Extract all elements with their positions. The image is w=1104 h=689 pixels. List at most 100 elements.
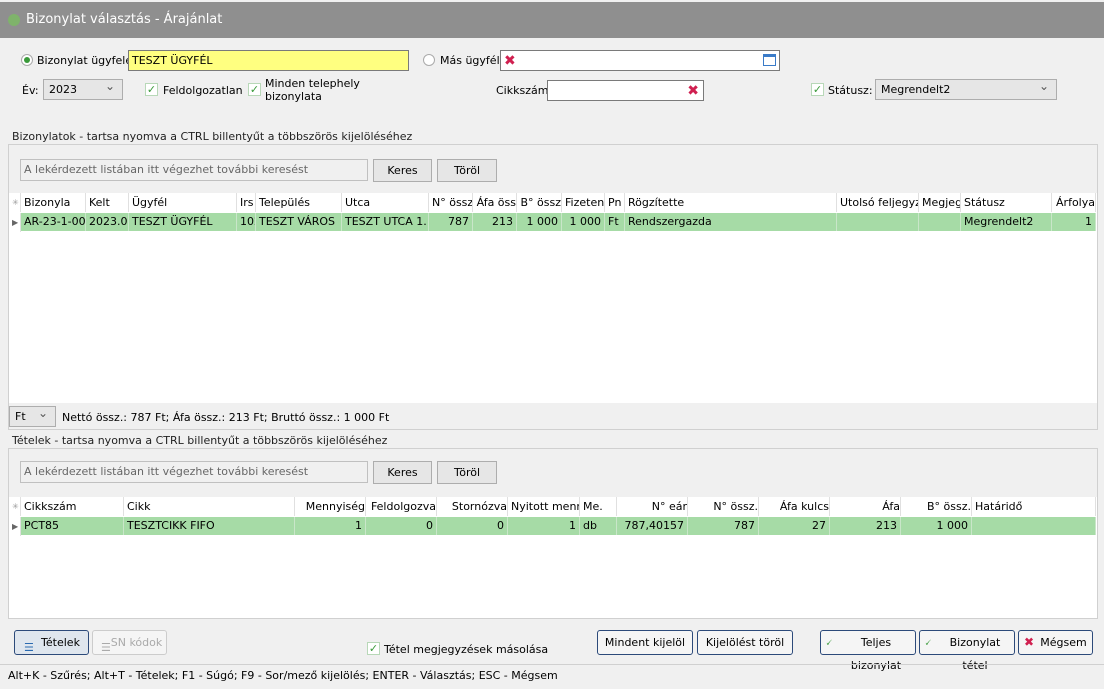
column-header[interactable]: Utca: [342, 193, 429, 212]
column-header[interactable]: Település: [256, 193, 342, 212]
table-cell[interactable]: 2023.06: [86, 213, 129, 231]
copy-notes-checkbox[interactable]: ✓: [367, 642, 380, 655]
table-cell[interactable]: 1: [508, 517, 580, 535]
all-sites-label-line1: Minden telephely: [265, 77, 360, 90]
column-header[interactable]: Státusz: [961, 193, 1052, 212]
column-header[interactable]: Mennyiség: [295, 497, 366, 516]
table-cell[interactable]: 213: [830, 517, 901, 535]
table-cell[interactable]: 1: [295, 517, 366, 535]
table-cell[interactable]: 27: [759, 517, 830, 535]
column-header[interactable]: Ügyfél: [129, 193, 237, 212]
table-cell[interactable]: [919, 213, 961, 231]
title-bar: Bizonylat választás - Árajánlat: [0, 2, 1104, 38]
items-button[interactable]: ☰ Tételek: [14, 630, 89, 655]
column-header[interactable]: Me.: [580, 497, 617, 516]
column-header[interactable]: B° össz: [517, 193, 562, 212]
table-cell[interactable]: PCT85: [21, 517, 124, 535]
clear-icon[interactable]: ✖: [504, 53, 516, 69]
item-no-field[interactable]: ✖: [547, 80, 704, 101]
unprocessed-checkbox[interactable]: ✓: [145, 83, 158, 96]
table-cell[interactable]: TESZT ÜGYFÉL: [129, 213, 237, 231]
table-cell[interactable]: TESZT UTCA 1.: [342, 213, 429, 231]
column-header[interactable]: N° eár: [617, 497, 688, 516]
items-clear-button[interactable]: Töröl: [437, 461, 497, 484]
column-header[interactable]: Megjeg: [919, 193, 961, 212]
window-title: Bizonylat választás - Árajánlat: [26, 12, 223, 27]
row-indicator-icon: ▶: [9, 517, 21, 536]
column-chooser-icon[interactable]: ✳: [9, 497, 21, 516]
clear-selection-button[interactable]: Kijelölést töröl: [697, 630, 793, 655]
column-header[interactable]: Rögzítette: [625, 193, 837, 212]
column-header[interactable]: Cikkszám: [21, 497, 124, 516]
table-cell[interactable]: 0: [437, 517, 508, 535]
table-cell[interactable]: 0: [366, 517, 437, 535]
column-header[interactable]: Áfa öss: [473, 193, 517, 212]
clear-icon[interactable]: ✖: [687, 83, 699, 99]
year-select[interactable]: 2023: [43, 77, 123, 100]
column-header[interactable]: Pn: [605, 193, 625, 212]
items-search-button[interactable]: Keres: [373, 461, 432, 484]
table-cell[interactable]: [837, 213, 919, 231]
items-search-input[interactable]: A lekérdezett listában itt végezhet tová…: [20, 461, 368, 483]
column-header[interactable]: Nyitott menn: [508, 497, 580, 516]
table-cell[interactable]: Ft: [605, 213, 625, 231]
table-cell[interactable]: 1: [1052, 213, 1096, 231]
document-item-button[interactable]: 🗸 Bizonylat tétel: [919, 630, 1015, 672]
column-header[interactable]: Cikk: [124, 497, 295, 516]
column-header[interactable]: Bizonyla: [21, 193, 86, 212]
status-checkbox[interactable]: ✓: [811, 83, 824, 96]
documents-search-input[interactable]: A lekérdezett listában itt végezhet tová…: [20, 159, 368, 181]
sn-codes-button[interactable]: ☰ SN kódok: [92, 630, 167, 655]
documents-clear-button[interactable]: Töröl: [437, 159, 497, 182]
column-header[interactable]: Kelt: [86, 193, 129, 212]
calendar-icon[interactable]: [763, 54, 776, 66]
table-cell[interactable]: 1 000: [562, 213, 605, 231]
currency-select[interactable]: Ft: [9, 404, 56, 427]
table-cell[interactable]: TESZTCIKK FIFO: [124, 517, 295, 535]
status-select[interactable]: Megrendelt2: [875, 77, 1057, 100]
table-cell[interactable]: TESZT VÁROS: [256, 213, 342, 231]
column-header[interactable]: Fizeten: [562, 193, 605, 212]
table-cell[interactable]: db: [580, 517, 617, 535]
documents-search-button[interactable]: Keres: [373, 159, 432, 182]
column-header[interactable]: Utolsó feljegyzé: [837, 193, 919, 212]
items-button-label: Tételek: [41, 636, 80, 649]
unprocessed-label: Feldolgozatlan: [163, 84, 243, 97]
table-cell[interactable]: 213: [473, 213, 517, 231]
column-header[interactable]: Feldolgozva: [366, 497, 437, 516]
full-document-label: Teljes bizonylat: [850, 636, 902, 672]
table-cell[interactable]: 787: [688, 517, 759, 535]
table-cell[interactable]: 787: [429, 213, 473, 231]
other-customer-radio[interactable]: [423, 54, 435, 66]
table-cell[interactable]: Megrendelt2: [961, 213, 1052, 231]
customer-radio[interactable]: [21, 54, 33, 66]
all-sites-checkbox[interactable]: ✓: [248, 83, 261, 96]
column-header[interactable]: N° össz.: [688, 497, 759, 516]
column-chooser-icon[interactable]: ✳: [9, 193, 21, 212]
column-header[interactable]: N° össz: [429, 193, 473, 212]
year-label: Év:: [22, 84, 39, 97]
documents-grid[interactable]: ✳ Bizonyla Kelt Ügyfél Irs Település Utca N° ös…: [9, 193, 1097, 403]
table-cell[interactable]: Rendszergazda: [625, 213, 837, 231]
column-header[interactable]: Irs: [237, 193, 256, 212]
table-cell[interactable]: 1 000: [517, 213, 562, 231]
column-header[interactable]: Árfolya: [1052, 193, 1096, 212]
table-cell[interactable]: 102: [237, 213, 256, 231]
column-header[interactable]: Stornózva: [437, 497, 508, 516]
column-header[interactable]: Áfa kulcs: [759, 497, 830, 516]
items-group-label: Tételek - tartsa nyomva a CTRL billentyű…: [12, 434, 388, 447]
cancel-button[interactable]: ✖ Mégsem: [1018, 630, 1093, 655]
select-all-button[interactable]: Mindent kijelöl: [597, 630, 693, 655]
table-cell[interactable]: [972, 517, 1096, 535]
table-cell[interactable]: 787,40157: [617, 517, 688, 535]
customer-field[interactable]: TESZT ÜGYFÉL: [128, 50, 409, 71]
list-icon: ☰: [101, 641, 111, 654]
full-document-button[interactable]: 🗸 Teljes bizonylat: [820, 630, 916, 672]
table-cell[interactable]: 1 000: [901, 517, 972, 535]
column-header[interactable]: Áfa: [830, 497, 901, 516]
items-grid[interactable]: ✳ Cikkszám Cikk Mennyiség Feldolgozva Stornóz…: [9, 497, 1097, 618]
table-cell[interactable]: AR-23-1-000: [21, 213, 86, 231]
column-header[interactable]: B° össz.: [901, 497, 972, 516]
column-header[interactable]: Határidő: [972, 497, 1096, 516]
other-customer-field[interactable]: ✖: [500, 50, 780, 71]
